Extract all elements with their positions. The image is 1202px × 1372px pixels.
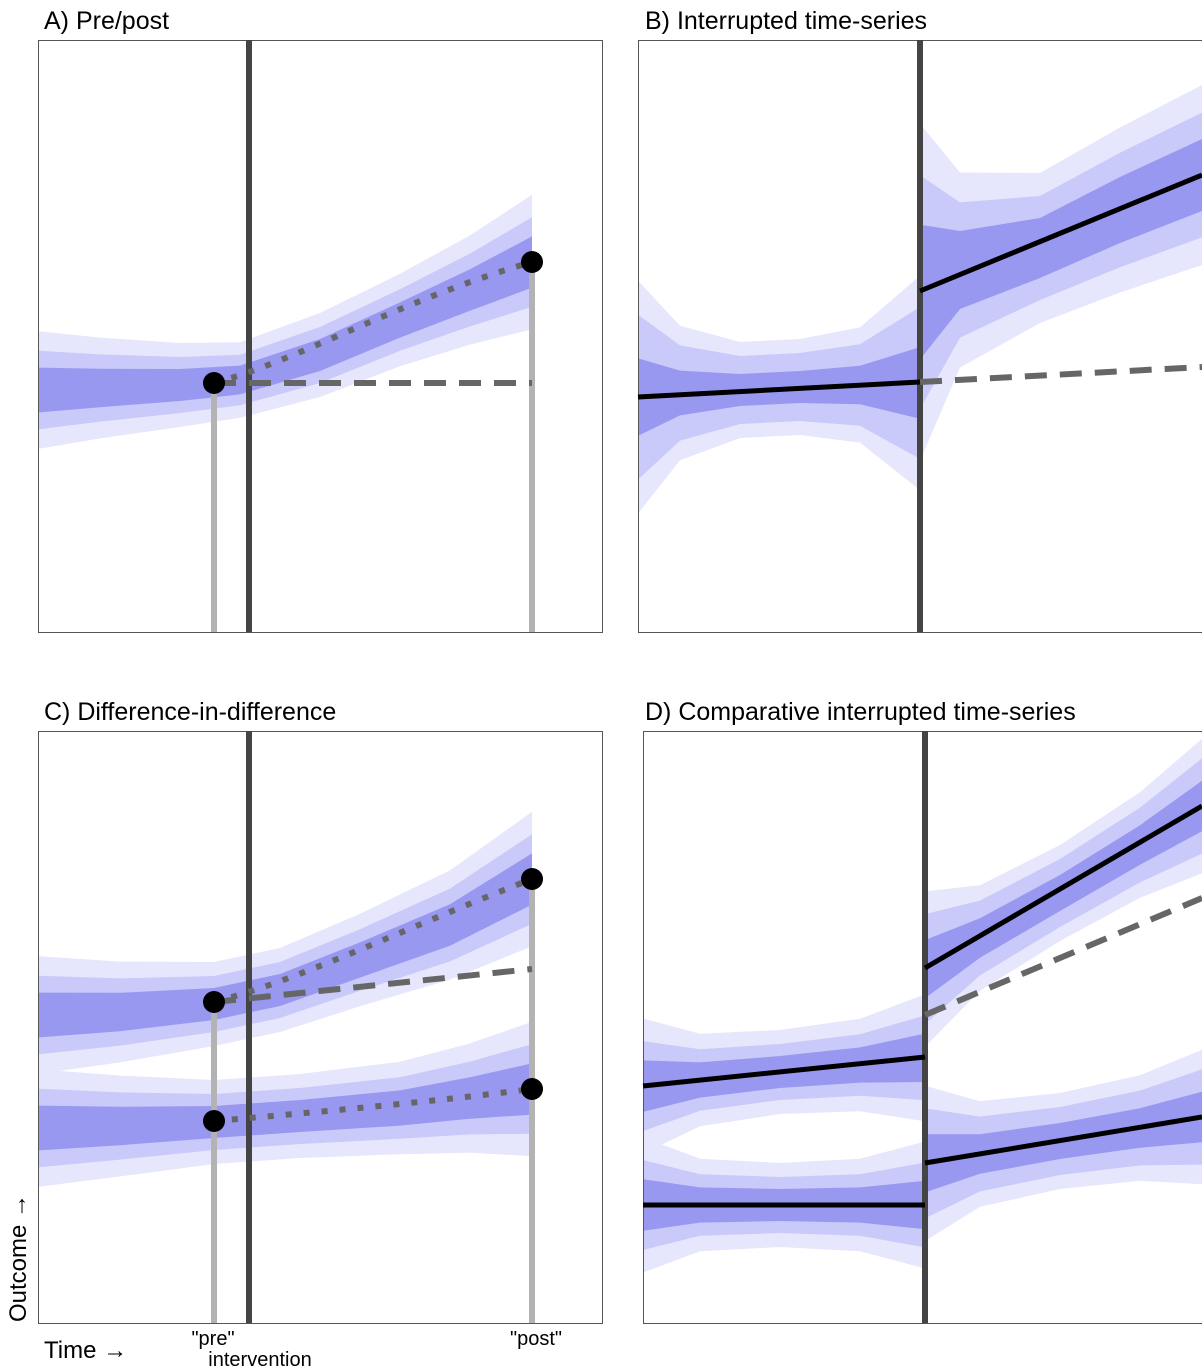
post-trend-line bbox=[919, 172, 1202, 294]
y-axis-label: Outcome → bbox=[5, 1194, 32, 1322]
treated-post-trend-line bbox=[923, 803, 1202, 971]
treated-pre-trend-line bbox=[642, 1054, 926, 1089]
counterfactual-dashed-line bbox=[923, 895, 1202, 1018]
treated-change-dotted-line bbox=[213, 876, 534, 1005]
pre-tick-label: "pre" bbox=[191, 1328, 234, 1350]
control-pre-point bbox=[203, 1110, 225, 1132]
panel-b-title: B) Interrupted time-series bbox=[645, 7, 927, 35]
treated-post-point bbox=[521, 868, 543, 890]
post-point bbox=[521, 251, 543, 273]
panel-b: B) Interrupted time-series bbox=[637, 7, 1202, 633]
panel-d: D) Comparative interrupted time-series bbox=[642, 698, 1202, 1324]
panel-a-title: A) Pre/post bbox=[44, 7, 169, 35]
x-axis-label: Time → bbox=[44, 1337, 127, 1364]
treated-pre-point bbox=[203, 991, 225, 1013]
counterfactual-dashed-line bbox=[919, 364, 1202, 385]
pre-trend-line bbox=[637, 379, 921, 400]
panel-c: C) Difference-in-difference bbox=[38, 698, 603, 1324]
panel-c-treated-uncertainty-band-inner bbox=[39, 853, 532, 1038]
panel-a: A) Pre/post bbox=[38, 7, 603, 633]
control-post-trend-line bbox=[924, 1114, 1202, 1166]
panel-b-post-uncertainty-band-inner bbox=[922, 139, 1202, 357]
post-tick-label: "post" bbox=[510, 1328, 562, 1350]
intervention-tick-label: intervention bbox=[208, 1349, 311, 1371]
observed-change-dotted-line bbox=[213, 259, 533, 386]
control-change-dotted-line bbox=[213, 1086, 533, 1124]
panel-c-title: C) Difference-in-difference bbox=[44, 698, 336, 726]
panel-c-control-uncertainty-band-inner bbox=[39, 1063, 532, 1151]
pre-point bbox=[203, 372, 225, 394]
counterfactual-dashed-line bbox=[213, 966, 533, 1005]
panel-d-title: D) Comparative interrupted time-series bbox=[645, 698, 1076, 726]
control-post-point bbox=[521, 1078, 543, 1100]
panel-a-uncertainty-band-inner bbox=[39, 236, 532, 413]
